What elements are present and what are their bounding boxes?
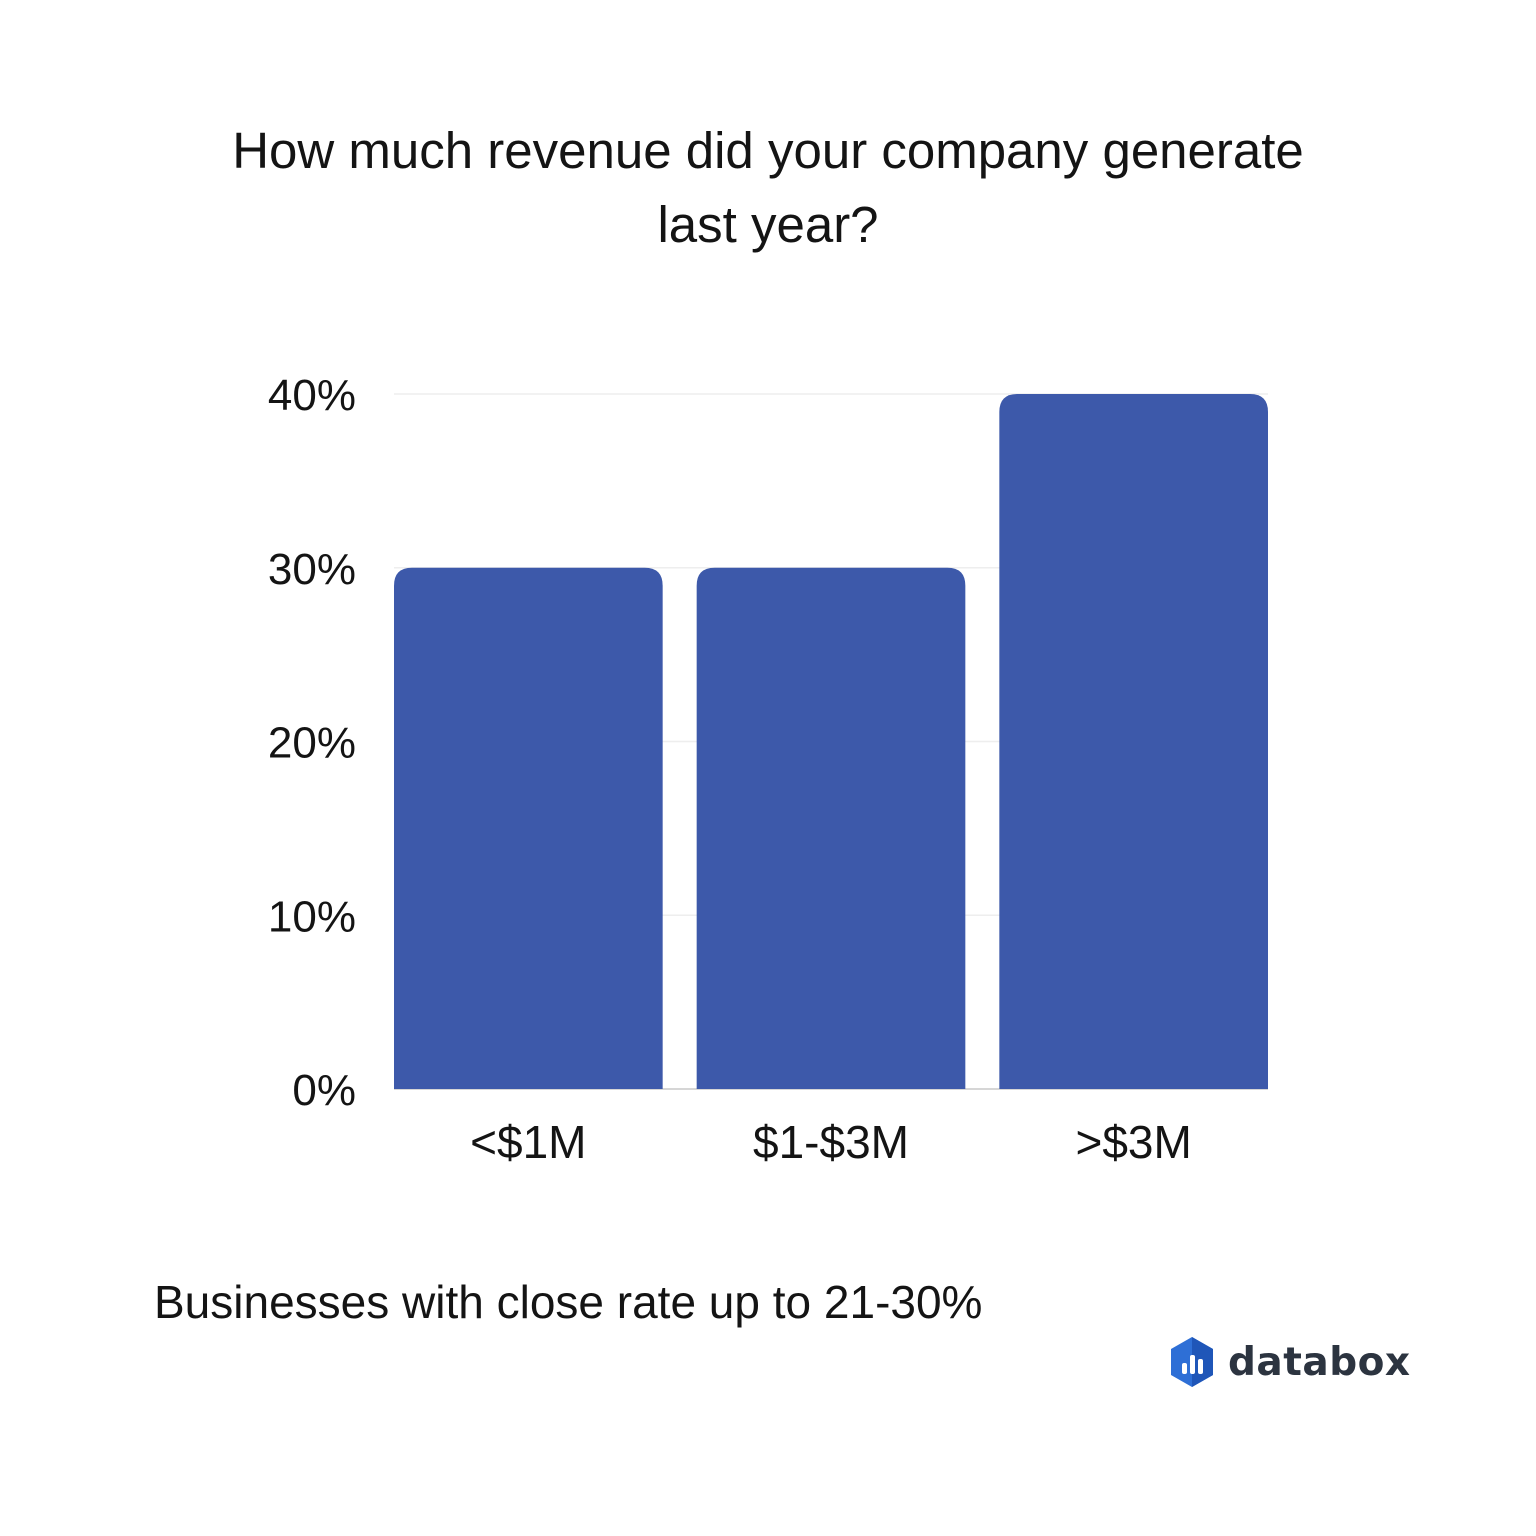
- x-tick-label: >$3M: [1075, 1116, 1191, 1168]
- x-tick-label: <$1M: [470, 1116, 586, 1168]
- chart-title: How much revenue did your company genera…: [168, 114, 1368, 262]
- bar-2: [696, 567, 966, 1089]
- brand-name: databox: [1228, 1339, 1411, 1385]
- y-tick-label: 0%: [292, 1066, 356, 1115]
- y-tick-label: 40%: [268, 371, 356, 420]
- databox-logo-icon: [1171, 1337, 1213, 1387]
- y-tick-label: 20%: [268, 719, 356, 768]
- y-tick-label: 30%: [268, 545, 356, 594]
- footer-note: Businesses with close rate up to 21-30%: [154, 1276, 983, 1328]
- chart-title-line-2: last year?: [657, 196, 879, 253]
- bar-1: [394, 567, 663, 1089]
- x-tick-label: $1-$3M: [753, 1116, 909, 1168]
- brand-logo: databox: [1168, 1334, 1411, 1390]
- bar-3: [999, 394, 1268, 1089]
- chart-title-line-1: How much revenue did your company genera…: [232, 122, 1304, 179]
- y-tick-label: 10%: [268, 892, 356, 941]
